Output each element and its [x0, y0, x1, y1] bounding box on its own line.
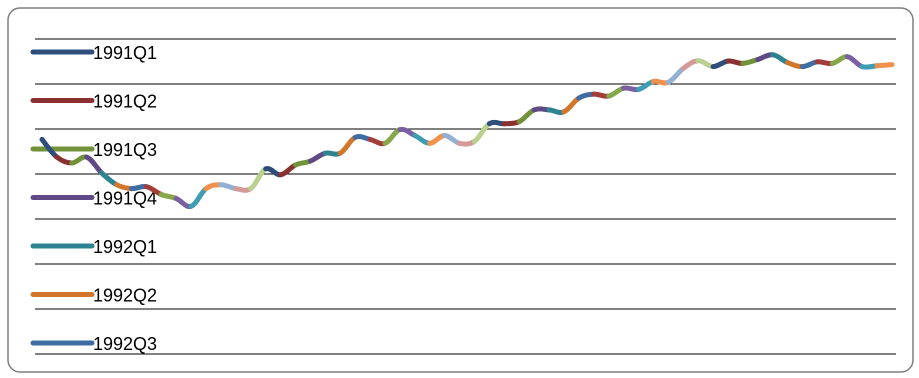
legend-label: 1992Q1 [93, 237, 157, 257]
legend-label: 1991Q1 [93, 43, 157, 63]
legend-item: 1992Q2 [30, 286, 157, 306]
legend-item: 1991Q4 [30, 189, 157, 209]
legend-label: 1991Q2 [93, 92, 157, 112]
legend-item: 1991Q3 [30, 140, 157, 160]
legend-label: 1991Q3 [93, 140, 157, 160]
line-segment [874, 62, 895, 69]
legend-item: 1991Q1 [30, 43, 157, 63]
legend-item: 1992Q1 [30, 237, 157, 257]
legend-label: 1992Q3 [93, 334, 157, 354]
legend-label: 1991Q4 [93, 189, 157, 209]
legend: 1991Q1 1991Q2 1991Q3 1991Q4 1992Q1 1992Q2 1992… [30, 43, 157, 354]
legend-item: 1991Q2 [30, 92, 157, 112]
series-line [39, 52, 895, 210]
gridlines [35, 38, 896, 355]
legend-item: 1992Q3 [30, 334, 157, 354]
chart-frame [7, 7, 914, 373]
legend-label: 1992Q2 [93, 286, 157, 306]
